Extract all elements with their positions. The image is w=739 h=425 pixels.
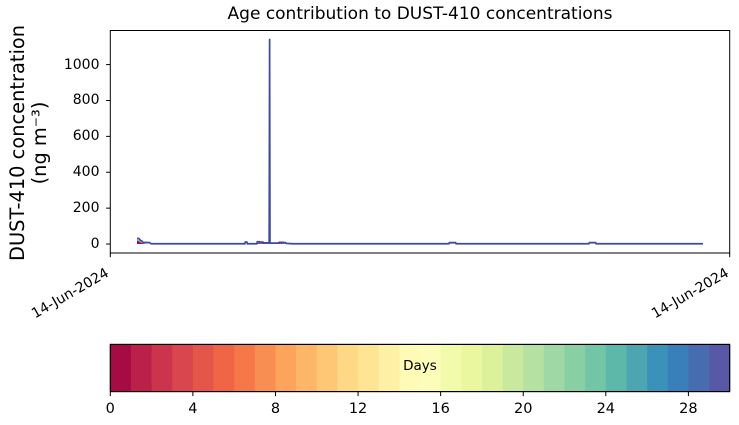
colorbar-segment bbox=[667, 344, 689, 392]
y-tick-label: 0 bbox=[90, 236, 100, 253]
colorbar-label: Days bbox=[403, 358, 437, 374]
colorbar-segment bbox=[440, 344, 462, 392]
y-axis-label-line2: (ng m⁻³) bbox=[27, 101, 51, 184]
colorbar-segment bbox=[378, 344, 400, 392]
y-tick-label: 200 bbox=[72, 200, 100, 217]
colorbar-segment bbox=[399, 344, 421, 392]
colorbar-tick-label: 16 bbox=[431, 400, 450, 417]
axes-border bbox=[109, 30, 731, 254]
colorbar-segment bbox=[585, 344, 607, 392]
y-tick-label: 800 bbox=[72, 92, 100, 109]
colorbar-segment bbox=[461, 344, 483, 392]
colorbar-tick-label: 28 bbox=[679, 400, 698, 417]
colorbar-segment bbox=[523, 344, 545, 392]
colorbar-segment bbox=[192, 344, 214, 392]
colorbar-segment bbox=[543, 344, 565, 392]
y-axis-label-line1: DUST-410 concentration bbox=[5, 24, 29, 261]
colorbar-segment bbox=[420, 344, 441, 392]
colorbar-segment bbox=[275, 344, 297, 392]
colorbar-segment bbox=[605, 344, 627, 392]
colorbar-border bbox=[109, 343, 731, 393]
colorbar-segment bbox=[130, 344, 152, 392]
colorbar-segment bbox=[709, 344, 731, 392]
colorbar-segment bbox=[254, 344, 276, 392]
colorbar-segment bbox=[564, 344, 586, 392]
y-tick-label: 1000 bbox=[63, 56, 100, 73]
chart-title: Age contribution to DUST-410 concentrati… bbox=[227, 3, 613, 24]
total-line bbox=[137, 38, 703, 245]
colorbar-tick-label: 20 bbox=[513, 400, 533, 417]
colorbar-tick-label: 4 bbox=[188, 400, 198, 417]
colorbar-tick-label: 12 bbox=[348, 400, 368, 417]
y-tick-label: 600 bbox=[72, 128, 100, 145]
colorbar-segment bbox=[481, 344, 503, 392]
colorbar-segment bbox=[337, 344, 359, 392]
colorbar-segment bbox=[172, 344, 194, 392]
colorbar-tick-label: 8 bbox=[270, 400, 281, 417]
colorbar-segment bbox=[358, 344, 380, 392]
colorbar-segment bbox=[626, 344, 648, 392]
colorbar-tick-label: 0 bbox=[105, 400, 115, 417]
colorbar-tick-label: 24 bbox=[596, 400, 616, 417]
colorbar-segment bbox=[151, 344, 173, 392]
colorbar-segment bbox=[213, 344, 235, 392]
y-tick-label: 400 bbox=[72, 164, 100, 181]
colorbar-segment bbox=[502, 344, 524, 392]
y-axis-label: DUST-410 concentration (ng m⁻³) bbox=[5, 0, 51, 293]
colorbar-segment bbox=[316, 344, 338, 392]
young-age-fill-start bbox=[137, 240, 146, 245]
colorbar-segment bbox=[110, 344, 132, 392]
colorbar-segment bbox=[688, 344, 710, 392]
colorbar-segment bbox=[296, 344, 318, 392]
colorbar-segment bbox=[234, 344, 256, 392]
colorbar-segment bbox=[647, 344, 669, 392]
